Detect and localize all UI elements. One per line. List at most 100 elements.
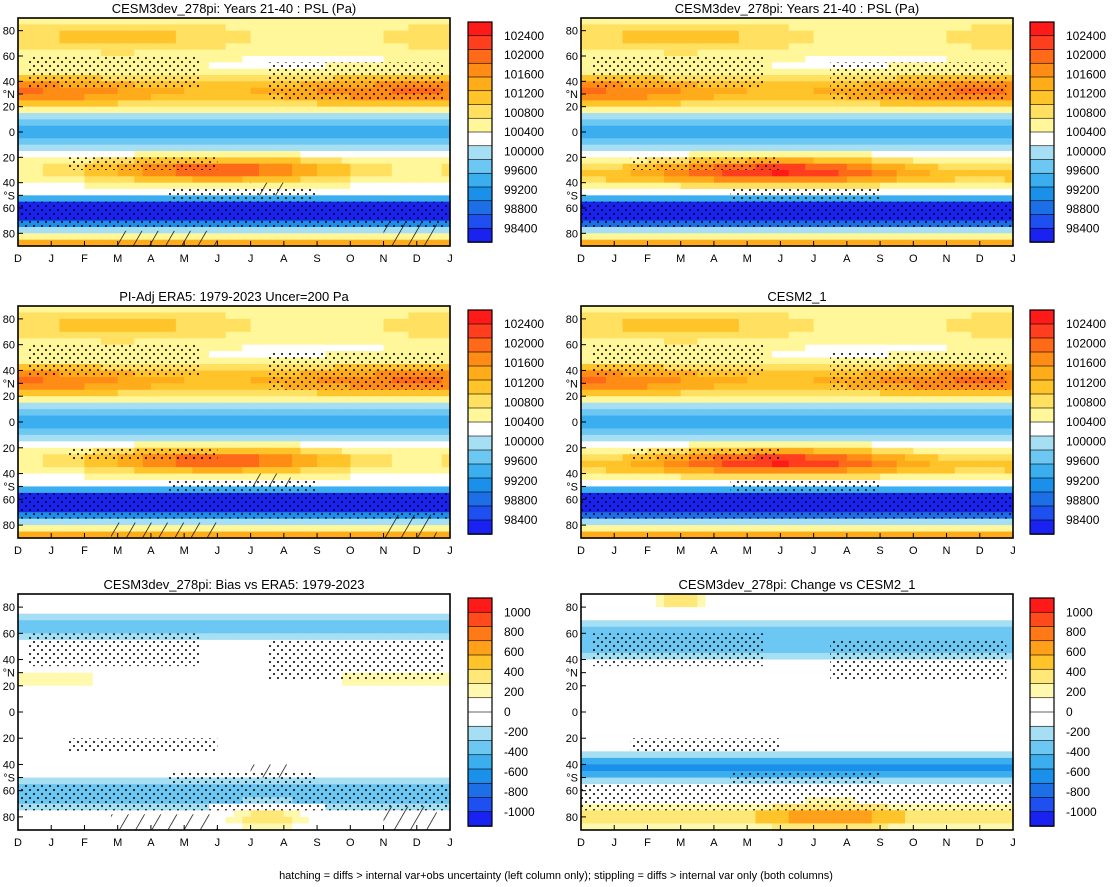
field-cell — [400, 24, 410, 32]
field-cell — [250, 125, 260, 133]
field-cell — [391, 182, 401, 190]
field-cell — [26, 434, 36, 442]
field-cell — [639, 170, 649, 177]
field-cell — [300, 18, 310, 25]
field-cell — [697, 119, 707, 127]
field-cell — [400, 119, 410, 127]
field-cell — [738, 94, 748, 101]
field-cell — [92, 182, 102, 190]
field-cell — [441, 119, 451, 127]
field-cell — [92, 176, 102, 184]
field-cell — [913, 119, 923, 127]
field-cell — [705, 195, 715, 203]
field-cell — [59, 480, 69, 488]
field-cell — [946, 195, 956, 203]
field-cell — [680, 182, 690, 190]
field-cell — [167, 43, 177, 51]
field-cell — [838, 233, 848, 241]
field-cell — [838, 132, 848, 139]
field-cell — [217, 113, 227, 120]
field-cell — [954, 163, 964, 171]
field-cell — [391, 151, 401, 158]
field-cell — [971, 56, 981, 63]
field-cell — [605, 176, 615, 184]
field-cell — [763, 182, 773, 190]
field-cell — [159, 119, 169, 127]
field-cell — [905, 182, 914, 190]
field-cell — [200, 441, 210, 449]
field-cell — [630, 176, 640, 184]
field-cell — [780, 182, 790, 190]
field-cell — [126, 396, 135, 404]
field-cell — [234, 473, 243, 481]
field-cell — [51, 239, 61, 247]
field-cell — [325, 100, 335, 108]
field-cell — [59, 389, 69, 397]
field-cell — [946, 227, 956, 234]
field-cell — [929, 106, 939, 114]
field-cell — [308, 49, 318, 57]
field-cell — [441, 106, 451, 114]
field-cell — [871, 43, 881, 51]
field-cell — [209, 138, 218, 146]
field-cell — [34, 144, 44, 152]
field-cell — [159, 24, 169, 32]
field-cell — [117, 94, 127, 101]
field-cell — [689, 170, 698, 177]
field-cell — [209, 144, 218, 152]
field-cell — [979, 151, 989, 158]
field-cell — [400, 132, 410, 139]
field-cell — [846, 227, 856, 234]
field-cell — [150, 518, 160, 526]
field-cell — [772, 18, 781, 25]
field-cell — [888, 56, 898, 63]
field-cell — [672, 43, 682, 51]
field-cell — [308, 125, 318, 133]
colorbar-swatch — [1029, 21, 1055, 37]
field-cell — [589, 239, 599, 247]
field-cell — [871, 49, 881, 57]
field-cell — [258, 357, 268, 365]
field-cell — [184, 170, 194, 177]
field-cell — [84, 480, 94, 488]
field-cell — [639, 100, 649, 108]
field-cell — [150, 318, 160, 326]
field-cell — [209, 49, 218, 57]
field-cell — [167, 376, 177, 384]
field-cell — [639, 239, 649, 247]
field-cell — [250, 138, 260, 146]
field-cell — [597, 195, 607, 203]
field-cell — [896, 233, 906, 241]
field-cell — [1004, 62, 1014, 70]
field-cell — [267, 24, 277, 32]
field-cell — [109, 182, 119, 190]
field-cell — [375, 113, 385, 120]
field-cell — [863, 37, 873, 44]
field-cell — [192, 227, 202, 234]
field-cell — [730, 30, 740, 38]
field-cell — [589, 182, 599, 190]
field-cell — [225, 409, 235, 417]
field-cell — [42, 454, 52, 462]
field-cell — [242, 370, 252, 378]
field-cell — [946, 119, 956, 127]
field-cell — [1004, 37, 1014, 44]
field-cell — [209, 351, 218, 359]
y-tick-label: °N — [3, 89, 15, 101]
field-cell — [225, 518, 235, 526]
field-cell — [184, 434, 194, 442]
field-cell — [192, 87, 202, 95]
field-cell — [67, 119, 77, 127]
field-cell — [242, 62, 252, 70]
field-cell — [292, 119, 302, 127]
field-cell — [142, 415, 152, 423]
field-cell — [317, 151, 326, 158]
field-cell — [905, 49, 914, 57]
field-cell — [234, 344, 243, 352]
field-cell — [672, 151, 682, 158]
field-cell — [921, 132, 931, 139]
field-cell — [42, 409, 52, 417]
field-cell — [979, 176, 989, 184]
field-cell — [581, 144, 590, 152]
field-cell — [979, 113, 989, 120]
